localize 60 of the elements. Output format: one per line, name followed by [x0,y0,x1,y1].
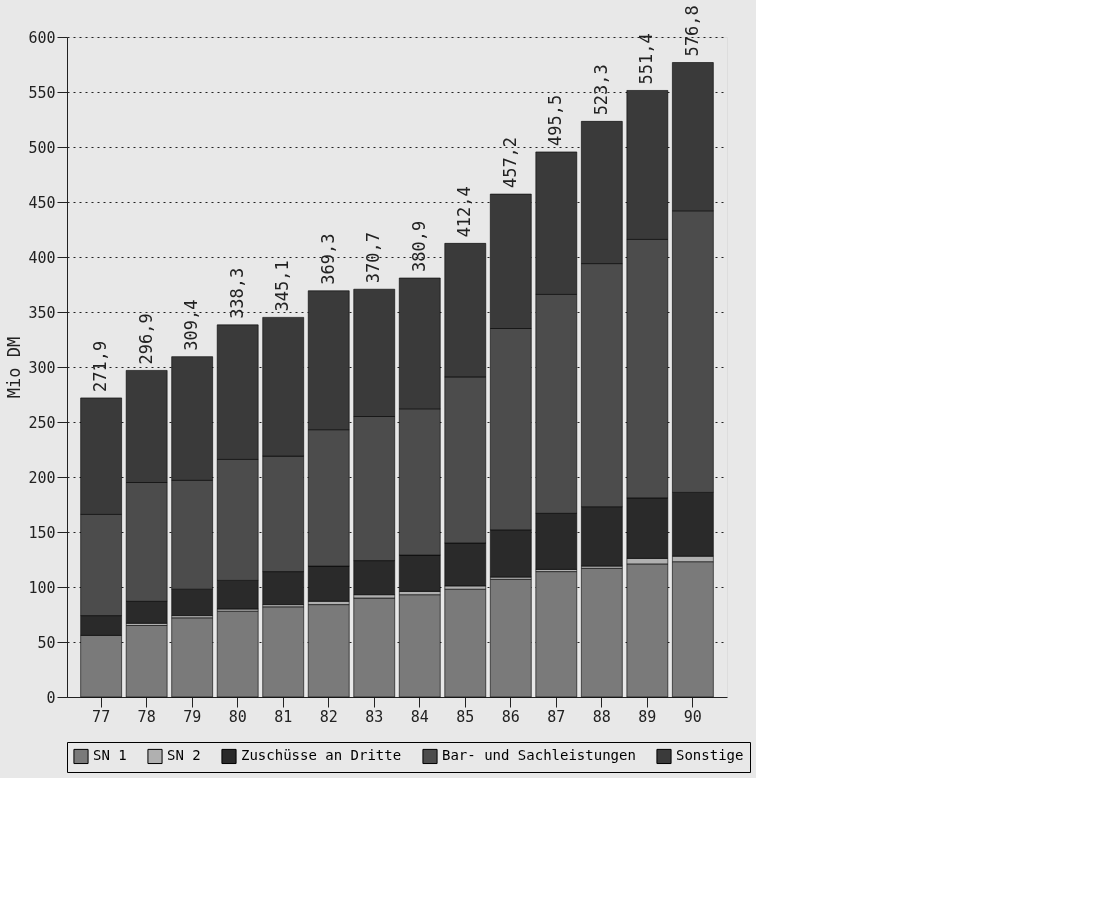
y-tick-label: 600 [28,28,56,47]
y-tick-label: 300 [28,358,56,377]
total-label: 338,3 [226,267,247,319]
total-label: 271,9 [90,340,111,392]
y-tick-label: 200 [28,468,56,487]
x-tick-label: 79 [183,707,202,726]
total-label: 495,5 [545,94,566,146]
total-label: 370,7 [363,232,384,284]
legend-label: Zuschüsse an Dritte [241,747,402,764]
y-tick-label: 350 [28,303,56,322]
bar [125,625,168,698]
y-tick-label: 250 [28,413,56,432]
y-axis-title: Mio DM [4,336,25,399]
total-label: 369,3 [317,233,338,285]
bar [353,597,396,698]
x-tick-label: 80 [228,707,247,726]
legend-label: SN 1 [93,747,127,764]
total-label: 309,4 [181,299,202,351]
total-label: 296,9 [135,313,156,365]
y-tick-label: 0 [46,688,56,707]
x-tick-label: 86 [501,707,520,726]
bar [535,571,578,698]
bar [398,594,441,698]
bar [581,568,623,698]
y-tick-label: 450 [28,193,56,212]
x-tick-label: 82 [319,707,338,726]
total-label: 551,4 [636,33,657,85]
legend-label: Sonstige [676,747,744,764]
y-tick-label: 400 [28,248,56,267]
bar [171,617,213,698]
y-tick-label: 500 [28,138,56,157]
y-tick-label: 100 [28,578,56,597]
bar [672,561,714,698]
x-tick-label: 84 [410,707,429,726]
y-tick-label: 50 [37,633,56,652]
bar [307,604,350,698]
bar [216,610,259,698]
total-label: 576,8 [681,5,702,57]
y-tick-label: 550 [28,83,56,102]
total-label: 457,2 [499,136,520,189]
x-tick-label: 81 [274,707,293,726]
bar [490,579,532,698]
x-tick-label: 87 [547,707,566,726]
x-tick-label: 88 [592,707,611,726]
bar [262,606,304,698]
total-label: 412,4 [454,186,475,238]
bar [444,588,487,698]
x-tick-label: 78 [137,707,156,726]
x-tick-label: 85 [456,707,475,726]
y-tick-label: 150 [28,523,56,542]
total-label: 380,9 [408,220,429,273]
total-label: 523,3 [590,64,611,116]
x-tick-label: 90 [683,707,702,726]
bar [626,563,669,698]
total-label: 345,1 [272,260,293,312]
x-tick-label: 89 [638,707,657,726]
x-tick-label: 77 [92,707,111,726]
legend-label: SN 2 [167,747,201,764]
x-tick-label: 83 [365,707,384,726]
legend-label: Bar- und Sachleistungen [442,747,636,764]
